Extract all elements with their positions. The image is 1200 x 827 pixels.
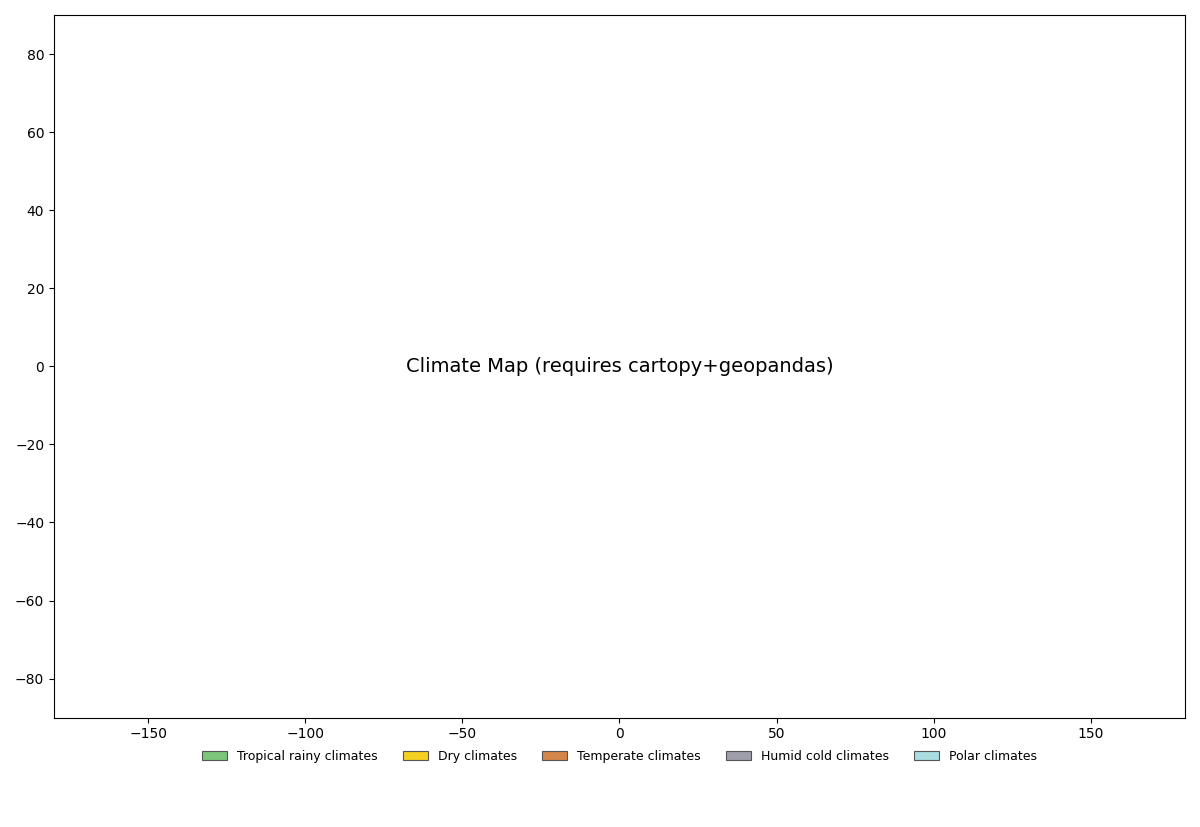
Legend: Tropical rainy climates, Dry climates, Temperate climates, Humid cold climates, : Tropical rainy climates, Dry climates, T… bbox=[197, 744, 1042, 767]
Text: Climate Map (requires cartopy+geopandas): Climate Map (requires cartopy+geopandas) bbox=[406, 356, 833, 375]
